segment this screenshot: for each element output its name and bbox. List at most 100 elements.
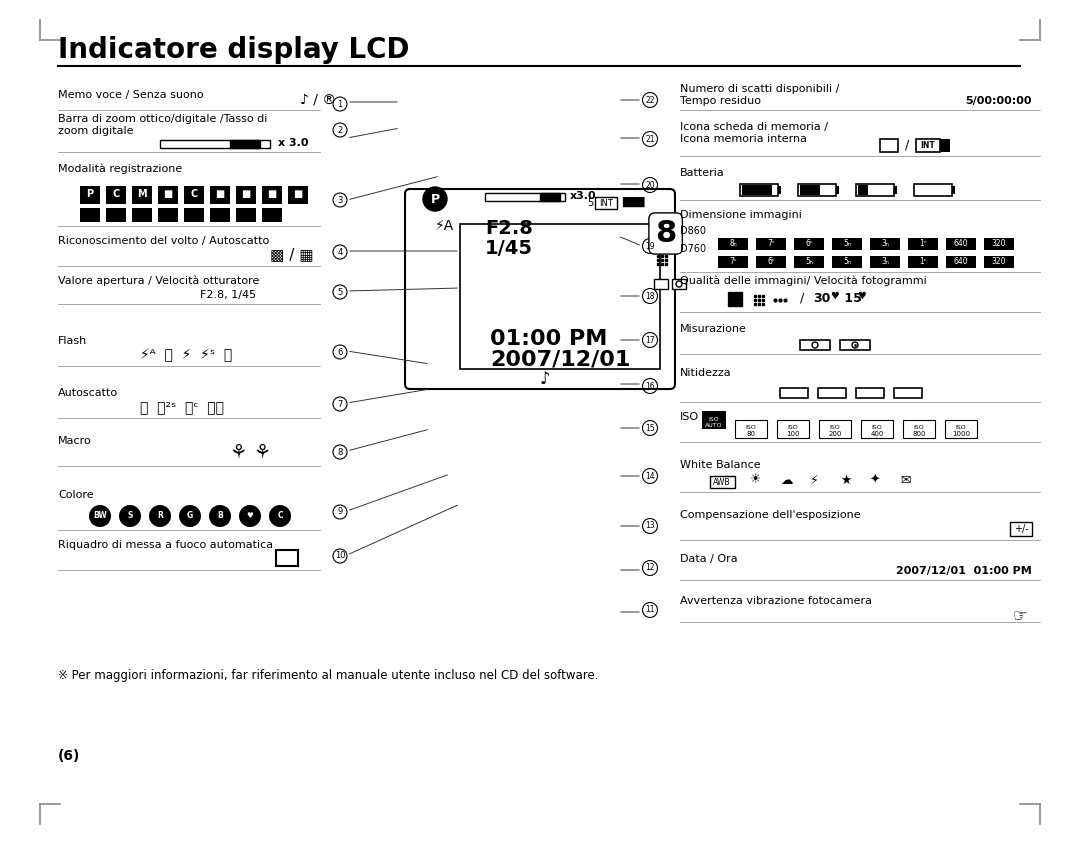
Text: P: P xyxy=(86,189,94,199)
Bar xyxy=(951,186,955,194)
Text: ▩ / ▦: ▩ / ▦ xyxy=(270,247,313,262)
Text: 6ᶜ: 6ᶜ xyxy=(767,257,774,266)
Text: 1ᶜ: 1ᶜ xyxy=(919,257,927,266)
Text: S: S xyxy=(127,511,133,521)
FancyBboxPatch shape xyxy=(405,189,675,389)
Text: 640: 640 xyxy=(954,257,969,266)
Text: ★: ★ xyxy=(840,473,851,486)
Bar xyxy=(946,256,976,268)
Circle shape xyxy=(423,187,447,211)
Text: F2.8, 1/45: F2.8, 1/45 xyxy=(200,290,256,300)
Bar xyxy=(132,186,152,204)
Text: Data / Ora: Data / Ora xyxy=(680,554,738,564)
Text: 10: 10 xyxy=(335,551,346,560)
Text: Compensazione dell'esposizione: Compensazione dell'esposizione xyxy=(680,510,861,520)
Text: INT: INT xyxy=(599,198,613,208)
Text: Numero di scatti disponibili /: Numero di scatti disponibili / xyxy=(680,84,839,94)
Text: Icona scheda di memoria /: Icona scheda di memoria / xyxy=(680,122,828,132)
Text: Autoscatto: Autoscatto xyxy=(58,388,118,398)
Bar xyxy=(800,340,831,350)
Text: 5ₙ: 5ₙ xyxy=(805,257,813,266)
Bar xyxy=(870,256,900,268)
Text: Macro: Macro xyxy=(58,436,92,446)
Bar xyxy=(718,238,748,250)
Text: Modalità registrazione: Modalità registrazione xyxy=(58,164,183,174)
Bar xyxy=(672,279,686,289)
Text: ISO: ISO xyxy=(872,425,882,430)
Text: ☞: ☞ xyxy=(1013,607,1027,625)
Text: 6ᶜ: 6ᶜ xyxy=(806,239,813,247)
Text: ISO: ISO xyxy=(680,412,699,422)
Bar xyxy=(856,184,894,196)
Bar xyxy=(903,420,935,438)
Bar xyxy=(160,140,270,148)
Text: ISO: ISO xyxy=(745,425,756,430)
Text: 800: 800 xyxy=(913,431,926,437)
Bar xyxy=(106,208,126,222)
Text: ♥: ♥ xyxy=(246,511,254,521)
Bar xyxy=(756,256,786,268)
Text: ISO: ISO xyxy=(914,425,924,430)
Text: Flash: Flash xyxy=(58,336,87,346)
Text: Riquadro di messa a fuoco automatica: Riquadro di messa a fuoco automatica xyxy=(58,540,273,550)
Text: ⚡: ⚡ xyxy=(810,473,819,486)
Bar xyxy=(80,186,100,204)
Text: C: C xyxy=(112,189,120,199)
Text: 2007/12/01: 2007/12/01 xyxy=(490,349,631,369)
Bar xyxy=(158,186,178,204)
Circle shape xyxy=(179,505,201,527)
Text: 5/00:00:00: 5/00:00:00 xyxy=(966,96,1032,106)
Text: ※ Per maggiori informazioni, far riferimento al manuale utente incluso nel CD de: ※ Per maggiori informazioni, far riferim… xyxy=(58,669,598,682)
Circle shape xyxy=(89,505,111,527)
Text: 20: 20 xyxy=(645,181,654,190)
Circle shape xyxy=(210,505,231,527)
Text: C: C xyxy=(278,511,283,521)
Bar xyxy=(861,420,893,438)
Text: Tempo residuo: Tempo residuo xyxy=(680,96,761,106)
Text: 01:00 PM: 01:00 PM xyxy=(490,329,607,349)
Text: D760: D760 xyxy=(680,244,706,254)
Bar xyxy=(210,186,230,204)
Text: 5ₙ: 5ₙ xyxy=(843,257,851,266)
Text: ISO: ISO xyxy=(787,425,798,430)
Text: ISO: ISO xyxy=(956,425,967,430)
Bar xyxy=(794,256,824,268)
Text: 12: 12 xyxy=(645,564,654,572)
Text: 200: 200 xyxy=(828,431,841,437)
Text: 640: 640 xyxy=(954,239,969,247)
Bar xyxy=(158,208,178,222)
Bar xyxy=(798,184,836,196)
Text: AWB: AWB xyxy=(713,478,731,486)
Text: Dimensione immagini: Dimensione immagini xyxy=(680,210,801,220)
Bar xyxy=(800,185,820,195)
Text: 9: 9 xyxy=(337,507,342,517)
Text: 320: 320 xyxy=(991,257,1007,266)
Bar xyxy=(880,139,897,152)
Bar xyxy=(460,224,660,369)
Bar xyxy=(80,208,100,222)
Text: ☀: ☀ xyxy=(750,473,761,486)
Text: Batteria: Batteria xyxy=(680,168,725,178)
Bar xyxy=(540,193,561,201)
Bar xyxy=(710,476,735,488)
Text: 17: 17 xyxy=(645,336,654,344)
Text: 13: 13 xyxy=(645,522,654,531)
Bar xyxy=(870,238,900,250)
Bar xyxy=(595,197,617,209)
Text: Icona memoria interna: Icona memoria interna xyxy=(680,134,807,144)
Bar xyxy=(780,388,808,398)
Text: 11: 11 xyxy=(645,605,654,614)
Text: INT: INT xyxy=(920,140,935,149)
Bar xyxy=(262,186,282,204)
Text: 5: 5 xyxy=(337,288,342,296)
Text: x3.0: x3.0 xyxy=(570,191,596,201)
Text: ███: ███ xyxy=(622,197,645,207)
Text: 30: 30 xyxy=(813,291,831,305)
Text: 19: 19 xyxy=(645,241,654,251)
Bar xyxy=(262,208,282,222)
Bar xyxy=(940,139,950,152)
Text: Nitidezza: Nitidezza xyxy=(680,368,731,378)
Circle shape xyxy=(149,505,171,527)
Text: 80: 80 xyxy=(746,431,756,437)
Text: D860: D860 xyxy=(680,226,706,236)
